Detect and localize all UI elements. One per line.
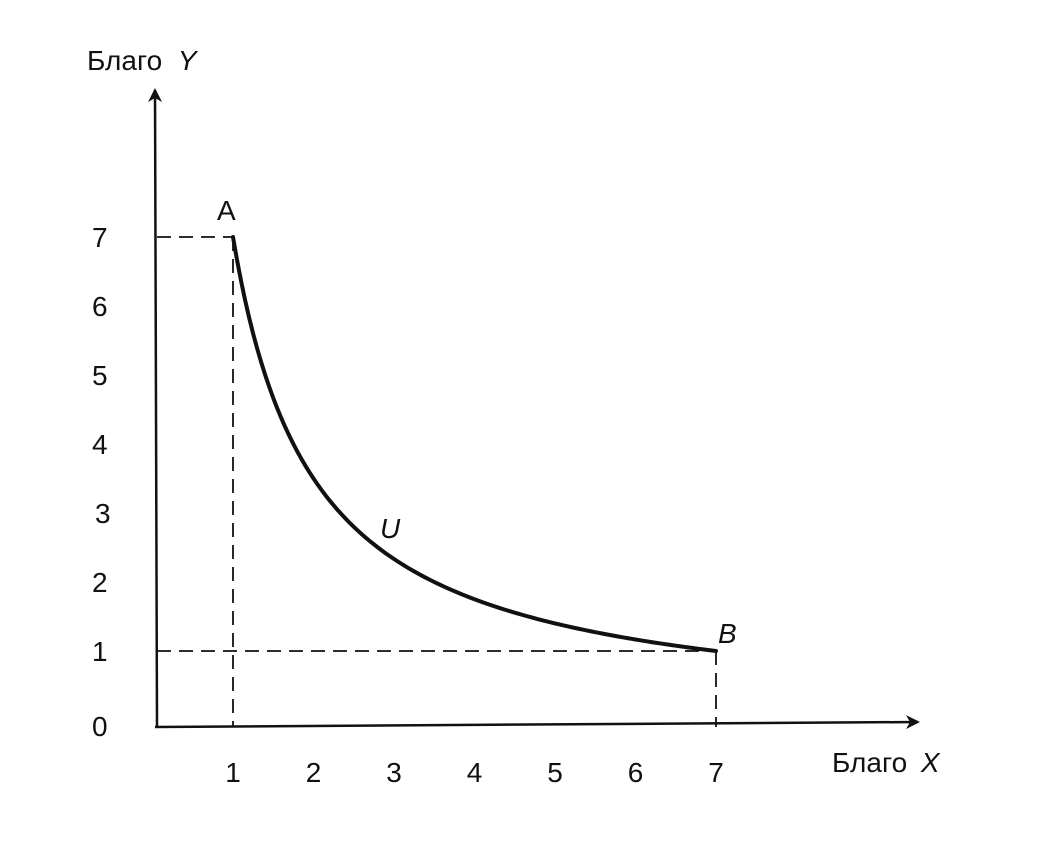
x-tick-label: 4 — [467, 757, 483, 788]
point-label-b: B — [718, 618, 737, 649]
series-group: U — [231, 235, 718, 653]
indifference-curve-line — [231, 235, 718, 653]
y-tick-label: 5 — [92, 360, 108, 391]
point-labels: AB — [217, 195, 737, 649]
x-tick-label: 5 — [547, 757, 563, 788]
y-tick-label: 1 — [92, 636, 108, 667]
x-tick-label: 2 — [306, 757, 322, 788]
x-tick-label: 3 — [386, 757, 402, 788]
y-tick-label: 7 — [92, 222, 108, 253]
x-axis-title-prefix: Благо — [832, 747, 907, 778]
x-tick-label: 6 — [628, 757, 644, 788]
x-tick-label: 1 — [225, 757, 241, 788]
point-label-a: A — [217, 195, 236, 226]
x-axis-title: Благо X — [832, 747, 941, 778]
x-axis-title-variable: X — [920, 747, 941, 778]
y-axis — [148, 88, 163, 728]
y-axis-title-variable: Y — [178, 45, 199, 76]
y-axis-title-prefix: Благо — [87, 45, 162, 76]
x-tick-labels: 1 2 3 4 5 6 7 — [225, 757, 724, 788]
x-tick-label: 7 — [708, 757, 724, 788]
y-tick-label: 2 — [92, 567, 108, 598]
curve-label: U — [380, 513, 401, 544]
y-tick-labels: 0 1 2 3 4 5 6 7 — [92, 222, 111, 742]
dashed-guides — [157, 236, 717, 727]
y-tick-label: 4 — [92, 429, 108, 460]
y-tick-label: 6 — [92, 291, 108, 322]
y-axis-title: Благо Y — [87, 45, 199, 76]
x-axis — [154, 715, 920, 730]
y-tick-label: 0 — [92, 711, 108, 742]
y-tick-label: 3 — [95, 498, 111, 529]
